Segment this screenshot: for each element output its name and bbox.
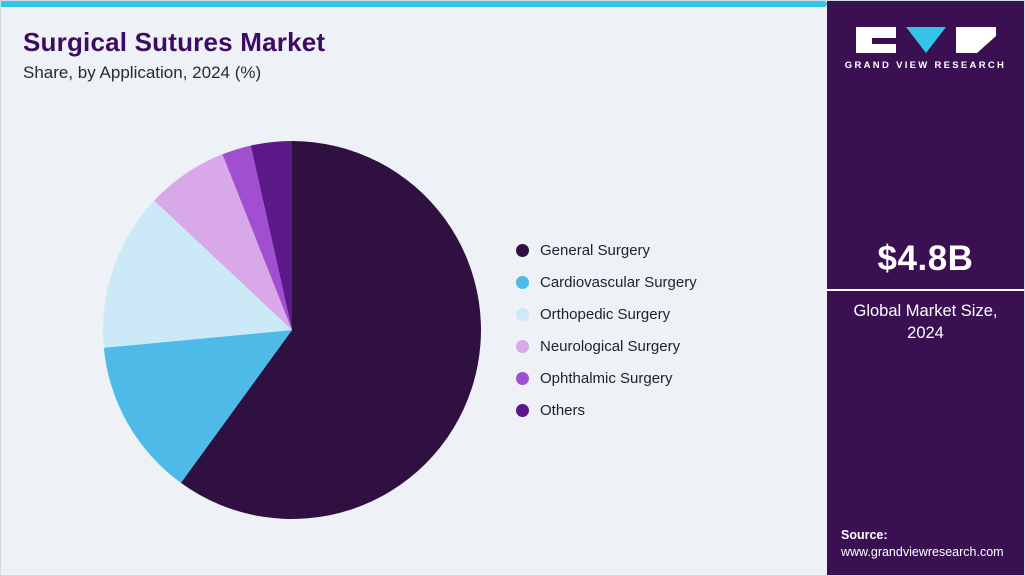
legend-swatch-icon	[516, 404, 529, 417]
brand-logo-icon	[855, 27, 996, 53]
page-subtitle: Share, by Application, 2024 (%)	[23, 63, 262, 82]
brand-sidebar: GRAND VIEW RESEARCH $4.8B Global Market …	[827, 1, 1024, 575]
pie-slice-1	[103, 330, 292, 483]
legend-item: Neurological Surgery	[516, 337, 697, 356]
chart-panel: Surgical Sutures Market Share, by Applic…	[1, 1, 827, 575]
legend-swatch-icon	[516, 372, 529, 385]
legend-label: Others	[540, 402, 586, 419]
brand-logo: GRAND VIEW RESEARCH	[827, 27, 1024, 71]
legend-item: Cardiovascular Surgery	[516, 273, 697, 292]
market-size-label: Global Market Size, 2024	[853, 302, 998, 343]
source-block: Source: www.grandviewresearch.com	[841, 528, 1004, 559]
legend-item: Orthopedic Surgery	[516, 305, 697, 324]
market-size-divider	[827, 289, 1024, 291]
chart-legend: General Surgery Cardiovascular Surgery Ort…	[516, 241, 697, 420]
legend-label: Cardiovascular Surgery	[540, 274, 697, 291]
legend-item: General Surgery	[516, 241, 697, 260]
pie-chart	[103, 141, 481, 519]
legend-item: Ophthalmic Surgery	[516, 369, 697, 388]
page-title: Surgical Sutures Market	[23, 27, 326, 57]
pie-slice-5	[250, 141, 292, 330]
pie-slice-4	[222, 145, 292, 330]
legend-swatch-icon	[516, 340, 529, 353]
market-size-value: $4.8B	[877, 239, 974, 278]
top-accent-bar	[1, 1, 827, 7]
legend-label: Orthopedic Surgery	[540, 306, 671, 323]
source-url: www.grandviewresearch.com	[841, 545, 1004, 559]
legend-label: Neurological Surgery	[540, 338, 681, 355]
legend-swatch-icon	[516, 308, 529, 321]
market-size-block: $4.8B Global Market Size, 2024	[827, 239, 1024, 345]
brand-name: GRAND VIEW RESEARCH	[844, 60, 1007, 71]
legend-label: General Surgery	[540, 242, 651, 259]
legend-label: Ophthalmic Surgery	[540, 370, 673, 387]
pie-slice-2	[103, 200, 292, 348]
pie-slice-3	[154, 154, 292, 330]
legend-item: Others	[516, 401, 697, 420]
pie-slice-0	[180, 141, 481, 519]
legend-swatch-icon	[516, 276, 529, 289]
legend-swatch-icon	[516, 244, 529, 257]
source-label: Source:	[841, 528, 888, 542]
